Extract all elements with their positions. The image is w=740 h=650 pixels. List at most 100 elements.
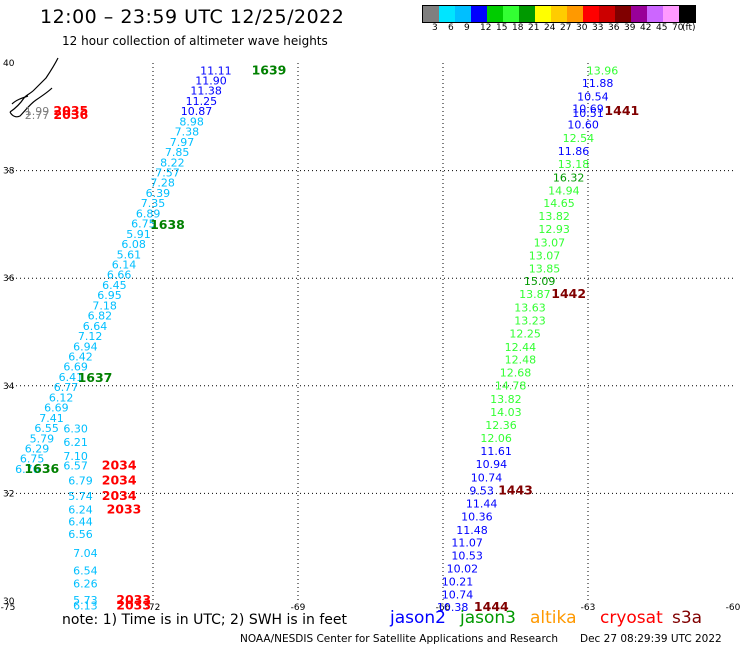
swh-label: 6.75 <box>20 453 45 466</box>
footnote: note: 1) Time is in UTC; 2) SWH is in fe… <box>62 612 348 628</box>
pass-time-label: 2035 <box>53 103 88 118</box>
swh-label: 6.69 <box>44 402 69 415</box>
swh-label: 11.25 <box>186 95 218 108</box>
pass-time-label: 1636 <box>24 461 59 476</box>
legend-label: 12 <box>480 23 492 33</box>
legend-swatch <box>423 6 439 22</box>
x-tick-label: -60 <box>726 603 740 613</box>
legend-swatch <box>679 6 695 22</box>
swh-label: 5.79 <box>30 432 55 445</box>
legend-swatch <box>663 6 679 22</box>
satellite-legend-item: jason3 <box>460 608 516 628</box>
y-tick-label: 30 <box>3 597 15 607</box>
swh-label: 7.97 <box>170 136 195 149</box>
y-tick-label: 32 <box>3 489 14 499</box>
legend-swatch <box>583 6 599 22</box>
pass-time-label: 1638 <box>150 217 185 232</box>
x-tick-label: -66 <box>436 603 451 613</box>
legend-label: 33 <box>592 23 604 33</box>
pass-time-label: 1442 <box>551 286 586 301</box>
swh-label: 7.35 <box>141 197 166 210</box>
swh-label: 12.44 <box>505 341 537 354</box>
pass-time-label: 2033 <box>116 592 151 607</box>
swh-label: 6.56 <box>68 528 93 541</box>
y-tick-label: 38 <box>3 167 15 177</box>
swh-label: 6.45 <box>102 279 127 292</box>
swh-label: 5.61 <box>117 248 142 261</box>
swh-label: 15.09 <box>524 275 556 288</box>
swh-label: 12.36 <box>485 419 517 432</box>
swh-label: 6.29 <box>25 443 50 456</box>
swh-label: 6.69 <box>63 361 88 374</box>
swh-label: 10.02 <box>447 562 479 575</box>
swh-label: 6.79 <box>68 474 93 487</box>
swh-label: 12.06 <box>480 432 512 445</box>
y-tick-label: 34 <box>3 382 15 392</box>
pass-time-label: 2034 <box>102 458 137 473</box>
swh-label: 13.18 <box>558 158 590 171</box>
swh-label: 6.57 <box>63 460 88 473</box>
swh-label: 13.87 <box>519 288 551 301</box>
swh-label: 13.07 <box>529 249 561 262</box>
swh-label: 6.41 <box>59 371 84 384</box>
swh-label: 13.82 <box>538 210 570 223</box>
swh-label: 14.65 <box>543 197 575 210</box>
swh-label: 6.13 <box>73 600 98 613</box>
satellite-legend-item: jason2 <box>390 608 446 628</box>
swh-label: 12.25 <box>509 327 541 340</box>
swh-label: 7.12 <box>78 330 103 343</box>
legend-swatch <box>471 6 487 22</box>
legend-swatch <box>615 6 631 22</box>
legend-swatch <box>631 6 647 22</box>
pass-time-label: 2034 <box>102 488 137 503</box>
swh-label: 7.10 <box>63 450 88 463</box>
x-tick-label: -75 <box>1 603 16 613</box>
pass-time-label: 2036 <box>53 107 88 122</box>
swh-label: 6.89 <box>136 207 161 220</box>
coastline <box>9 57 59 118</box>
swh-label: 13.07 <box>534 236 566 249</box>
legend-label: 42 <box>640 23 652 33</box>
swh-label: 7.41 <box>39 412 64 425</box>
swh-label: 6.94 <box>73 340 98 353</box>
swh-label: 13.23 <box>514 314 546 327</box>
swh-label: 6.14 <box>112 259 137 272</box>
legend-swatch <box>551 6 567 22</box>
satellite-legend-item: altika <box>530 608 577 628</box>
pass-time-label: 1637 <box>78 370 113 385</box>
color-scale-legend <box>422 5 696 23</box>
swh-label: 11.48 <box>456 524 488 537</box>
swh-label: 11.88 <box>582 77 614 90</box>
swh-label: 8.22 <box>160 156 185 169</box>
legend-swatch <box>535 6 551 22</box>
swh-label: 12.93 <box>538 223 570 236</box>
swh-label: 6.26 <box>73 578 98 591</box>
x-tick-label: -69 <box>291 603 306 613</box>
legend-swatch <box>519 6 535 22</box>
legend-label: 6 <box>448 23 454 33</box>
legend-label: 70 <box>672 23 684 33</box>
swh-label: 6.30 <box>63 423 88 436</box>
swh-label: 5.91 <box>126 228 151 241</box>
track-labels: 11.1111.9011.3811.2510.878.987.387.977.8… <box>15 62 639 614</box>
legend-swatch <box>647 6 663 22</box>
swh-label: 12.68 <box>500 367 532 380</box>
swh-label: 6.12 <box>49 391 74 404</box>
swh-label: 11.44 <box>466 497 498 510</box>
swh-label: 11.11 <box>200 64 232 77</box>
swh-label: 10.94 <box>476 458 508 471</box>
swh-label: 11.90 <box>195 75 227 88</box>
swh-label: 5.73 <box>73 594 98 607</box>
legend-label: 24 <box>544 23 556 33</box>
swh-label: 12.54 <box>563 132 595 145</box>
swh-label: 6.75 <box>131 218 156 231</box>
swh-label: 7.57 <box>155 167 180 180</box>
swh-label: 11.86 <box>558 145 590 158</box>
swh-label: 10.53 <box>451 550 483 563</box>
credit-text: NOAA/NESDIS Center for Satellite Applica… <box>240 633 558 645</box>
map-grid: -75 -72 -69 -66 -63 -60 30 32 34 36 38 40 <box>1 59 740 613</box>
x-tick-label: -63 <box>581 603 596 613</box>
swh-label: 2.77 <box>25 109 50 122</box>
swh-label: 11.07 <box>451 537 483 550</box>
